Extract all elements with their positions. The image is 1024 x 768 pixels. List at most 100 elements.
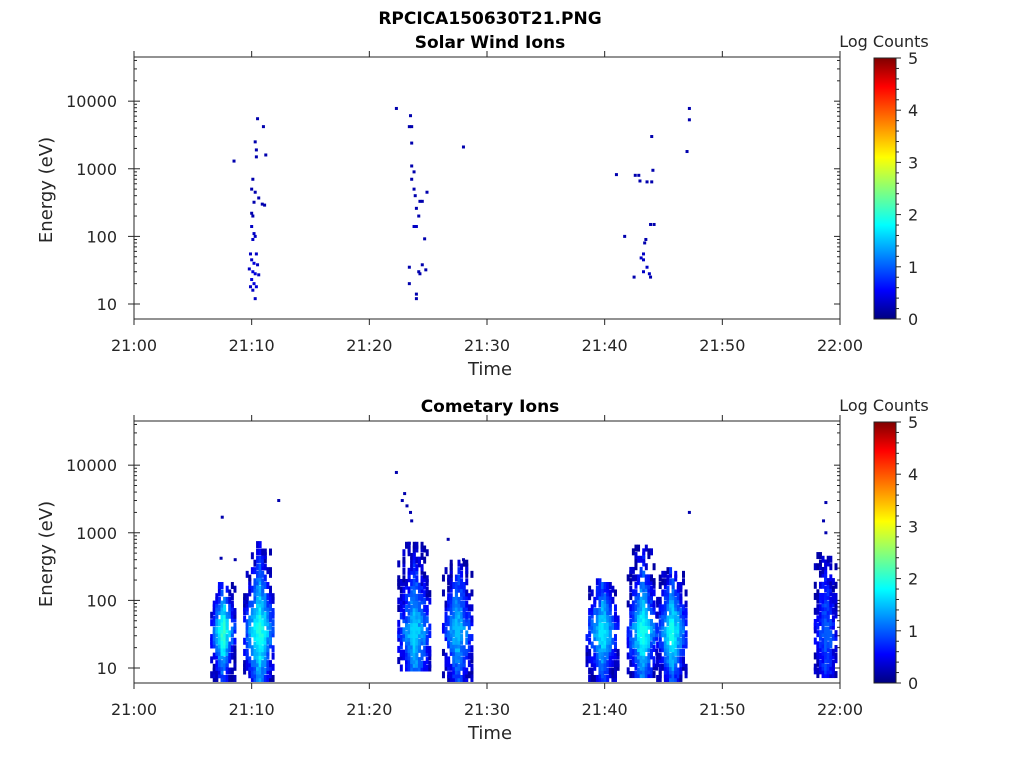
heatmap-cell bbox=[256, 570, 260, 578]
heatmap-cell bbox=[639, 555, 643, 563]
heatmap-cell bbox=[647, 622, 651, 630]
heatmap-cell bbox=[263, 604, 267, 612]
x-tick-label: 21:40 bbox=[582, 700, 628, 719]
heatmap-cell bbox=[250, 278, 254, 282]
heatmap-cell bbox=[644, 645, 648, 653]
heatmap-cell bbox=[447, 634, 451, 642]
heatmap-cell bbox=[253, 663, 257, 671]
heatmap-cell bbox=[397, 582, 401, 590]
heatmap-cell bbox=[253, 667, 257, 675]
heatmap-cell bbox=[250, 567, 254, 575]
heatmap-cell bbox=[399, 664, 403, 672]
heatmap-cell bbox=[417, 657, 421, 665]
heatmap-cell bbox=[593, 634, 597, 642]
heatmap-cell bbox=[595, 645, 599, 653]
heatmap-cell bbox=[826, 615, 830, 623]
heatmap-cell bbox=[405, 582, 409, 590]
heatmap-cell bbox=[821, 592, 825, 600]
heatmap-cell bbox=[405, 653, 409, 661]
heatmap-cell bbox=[415, 660, 419, 668]
heatmap-cell bbox=[407, 649, 411, 657]
heatmap-cell bbox=[676, 596, 680, 604]
heatmap-cell bbox=[824, 656, 828, 664]
heatmap-cell bbox=[629, 570, 633, 578]
heatmap-cell bbox=[829, 652, 833, 660]
heatmap-cell bbox=[425, 586, 429, 594]
x-tick-label: 21:20 bbox=[346, 700, 392, 719]
heatmap-cell bbox=[425, 593, 429, 601]
heatmap-cell bbox=[585, 634, 589, 642]
heatmap-cell bbox=[603, 604, 607, 612]
heatmap-cell bbox=[266, 663, 270, 671]
heatmap-cell bbox=[611, 622, 615, 630]
heatmap-cell bbox=[215, 600, 219, 608]
heatmap-cell bbox=[818, 667, 822, 675]
heatmap-cell bbox=[217, 671, 221, 679]
heatmap-cell bbox=[595, 589, 599, 597]
heatmap-cell bbox=[256, 637, 260, 645]
heatmap-cell bbox=[233, 611, 237, 619]
heatmap-cell bbox=[652, 604, 656, 612]
heatmap-cell bbox=[258, 634, 262, 642]
heatmap-cell bbox=[444, 630, 448, 638]
heatmap-cell bbox=[671, 634, 675, 642]
heatmap-cell bbox=[220, 671, 224, 679]
heatmap-cell bbox=[258, 645, 262, 653]
heatmap-cell bbox=[829, 555, 833, 563]
heatmap-cell bbox=[674, 596, 678, 604]
heatmap-cell bbox=[826, 592, 830, 600]
heatmap-cell bbox=[410, 597, 414, 605]
heatmap-cell bbox=[613, 604, 617, 612]
heatmap-cell bbox=[656, 600, 660, 608]
heatmap-cell bbox=[245, 660, 249, 668]
heatmap-cell bbox=[210, 634, 214, 642]
heatmap-cell bbox=[250, 615, 254, 623]
heatmap-cell bbox=[674, 622, 678, 630]
heatmap-cell bbox=[634, 633, 638, 641]
heatmap-cell bbox=[256, 555, 260, 563]
heatmap-cell bbox=[412, 578, 416, 586]
heatmap-cell bbox=[415, 567, 419, 575]
heatmap-cell bbox=[405, 619, 409, 627]
heatmap-cell bbox=[410, 560, 414, 568]
heatmap-cell bbox=[233, 585, 237, 593]
heatmap-cell bbox=[217, 630, 221, 638]
heatmap-cell bbox=[684, 630, 688, 638]
heatmap-cell bbox=[818, 563, 822, 571]
heatmap-cell bbox=[676, 641, 680, 649]
heatmap-cell bbox=[253, 648, 257, 656]
heatmap-cell bbox=[465, 593, 469, 601]
heatmap-cell bbox=[639, 626, 643, 634]
heatmap-cell bbox=[663, 634, 667, 642]
heatmap-cell bbox=[595, 585, 599, 593]
heatmap-cell bbox=[223, 604, 227, 612]
heatmap-cell bbox=[829, 607, 833, 615]
heatmap-cell bbox=[268, 663, 272, 671]
heatmap-cell bbox=[454, 593, 458, 601]
heatmap-cell bbox=[263, 645, 267, 653]
heatmap-cell bbox=[449, 615, 453, 623]
heatmap-cell bbox=[676, 593, 680, 601]
heatmap-cell bbox=[261, 559, 265, 567]
heatmap-cell bbox=[606, 641, 610, 649]
heatmap-cell bbox=[252, 282, 256, 286]
heatmap-cell bbox=[452, 641, 456, 649]
heatmap-cell bbox=[674, 604, 678, 612]
heatmap-cell bbox=[462, 604, 466, 612]
heatmap-cell bbox=[266, 634, 270, 642]
heatmap-cell bbox=[245, 593, 249, 601]
heatmap-cell bbox=[674, 634, 678, 642]
heatmap-cell bbox=[595, 619, 599, 627]
heatmap-cell bbox=[447, 641, 451, 649]
heatmap-cell bbox=[405, 645, 409, 653]
heatmap-cell bbox=[818, 552, 822, 560]
heatmap-cell bbox=[652, 563, 656, 571]
heatmap-cell bbox=[813, 622, 817, 630]
heatmap-cell bbox=[598, 634, 602, 642]
heatmap-cell bbox=[606, 593, 610, 601]
heatmap-cell bbox=[647, 652, 651, 660]
heatmap-cell bbox=[644, 626, 648, 634]
heatmap-cell bbox=[243, 604, 247, 612]
heatmap-cell bbox=[449, 593, 453, 601]
